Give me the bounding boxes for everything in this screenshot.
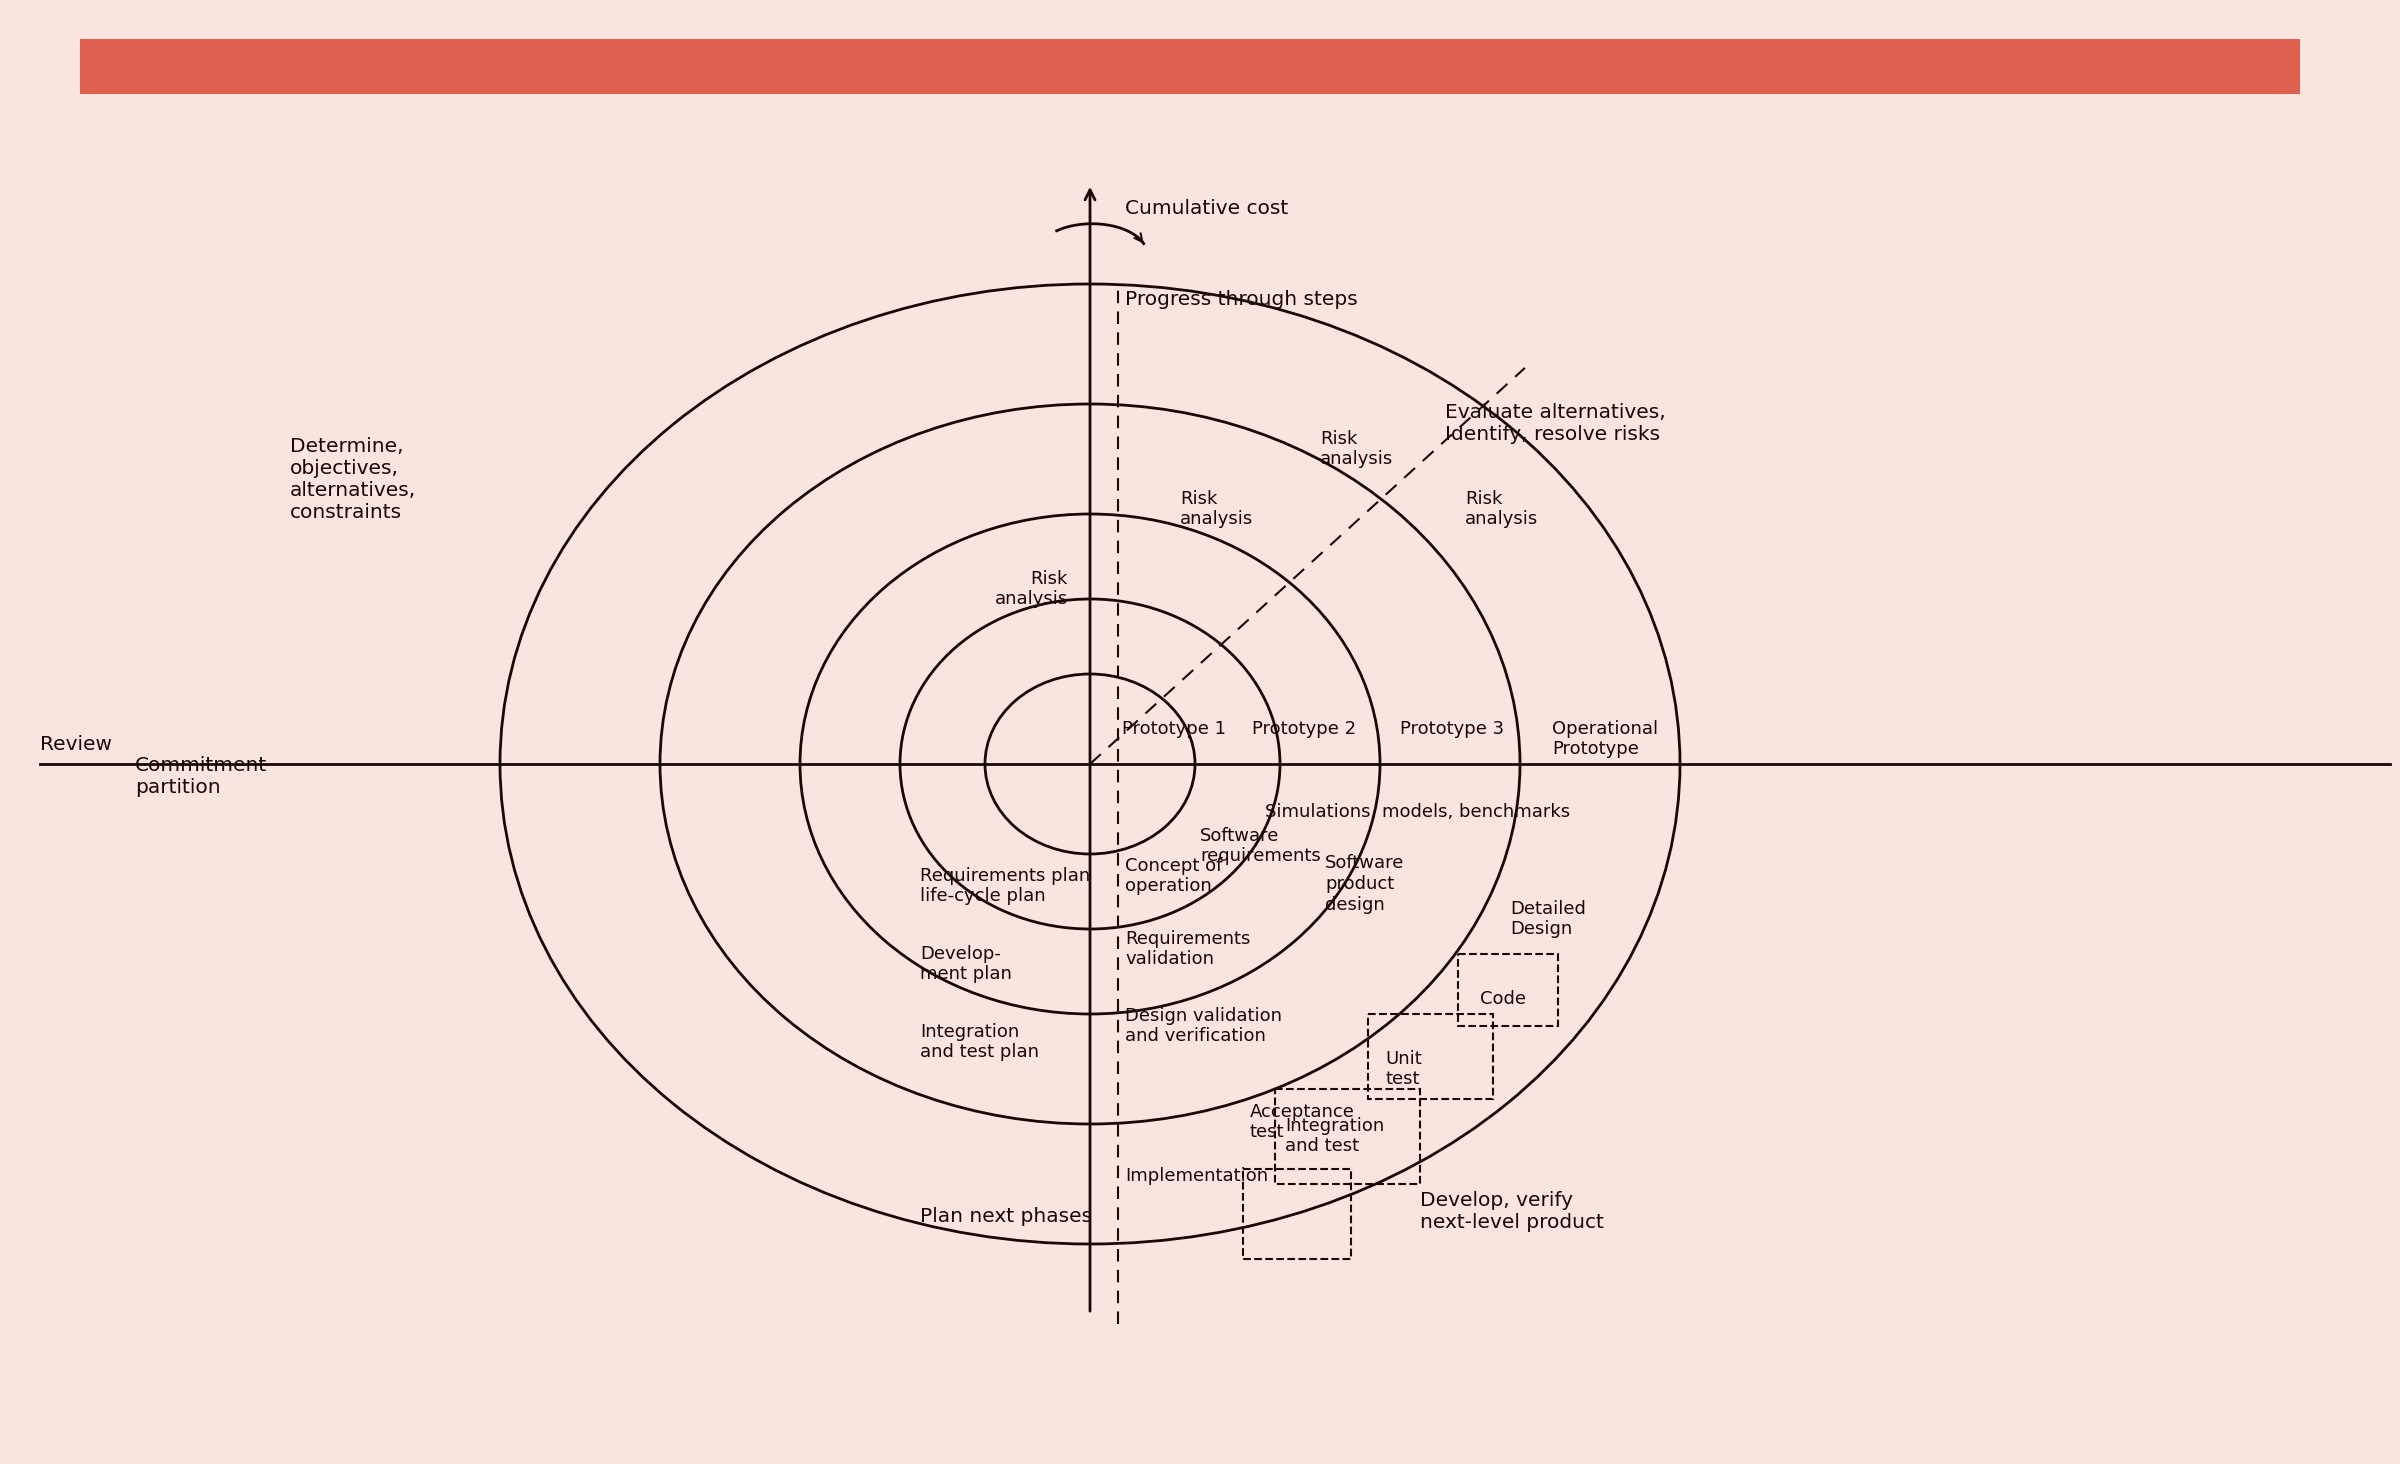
- Text: Requirements
validation: Requirements validation: [1126, 930, 1250, 968]
- Text: Concept of
operation: Concept of operation: [1126, 856, 1222, 896]
- Text: Detailed
Design: Detailed Design: [1510, 899, 1586, 938]
- Text: Risk
analysis: Risk analysis: [1320, 429, 1394, 468]
- Text: Risk
analysis: Risk analysis: [994, 569, 1068, 609]
- Bar: [1368, 1015, 1493, 1099]
- Text: Cumulative cost: Cumulative cost: [1126, 199, 1289, 218]
- Text: Review: Review: [41, 735, 113, 754]
- Text: Requirements plan
life-cycle plan: Requirements plan life-cycle plan: [919, 867, 1090, 905]
- Text: Implementation: Implementation: [1126, 1167, 1267, 1184]
- Text: Prototype 3: Prototype 3: [1399, 720, 1505, 738]
- Text: Software
product
design: Software product design: [1325, 854, 1404, 914]
- Text: Operational
Prototype: Operational Prototype: [1553, 720, 1658, 758]
- Text: Integration
and test plan: Integration and test plan: [919, 1022, 1039, 1061]
- Text: Determine,
objectives,
alternatives,
constraints: Determine, objectives, alternatives, con…: [290, 436, 415, 521]
- Text: Develop, verify
next-level product: Develop, verify next-level product: [1421, 1192, 1603, 1233]
- Text: Risk
analysis: Risk analysis: [1464, 489, 1538, 529]
- Text: Plan next phases: Plan next phases: [919, 1206, 1092, 1225]
- Text: Acceptance
test: Acceptance test: [1250, 1102, 1356, 1142]
- Bar: [79, 40, 2299, 94]
- Text: Integration
and test: Integration and test: [1284, 1117, 1385, 1155]
- Text: Code: Code: [1481, 990, 1526, 1009]
- Bar: [1274, 1089, 1421, 1184]
- Text: Evaluate alternatives,
Identify, resolve risks: Evaluate alternatives, Identify, resolve…: [1445, 404, 1666, 445]
- Text: Commitment
partition: Commitment partition: [134, 755, 266, 796]
- Text: Develop-
ment plan: Develop- ment plan: [919, 944, 1013, 984]
- Text: Simulations, models, benchmarks: Simulations, models, benchmarks: [1265, 802, 1570, 821]
- Text: Prototype 1: Prototype 1: [1123, 720, 1226, 738]
- Text: Progress through steps: Progress through steps: [1126, 290, 1358, 309]
- Text: Software
requirements: Software requirements: [1200, 827, 1320, 865]
- Text: Design validation
and verification: Design validation and verification: [1126, 1007, 1282, 1045]
- Text: Prototype 2: Prototype 2: [1253, 720, 1356, 738]
- Text: Unit
test: Unit test: [1385, 1050, 1421, 1088]
- Text: Risk
analysis: Risk analysis: [1181, 489, 1253, 529]
- Bar: [1243, 1168, 1351, 1259]
- Bar: [1459, 955, 1558, 1026]
